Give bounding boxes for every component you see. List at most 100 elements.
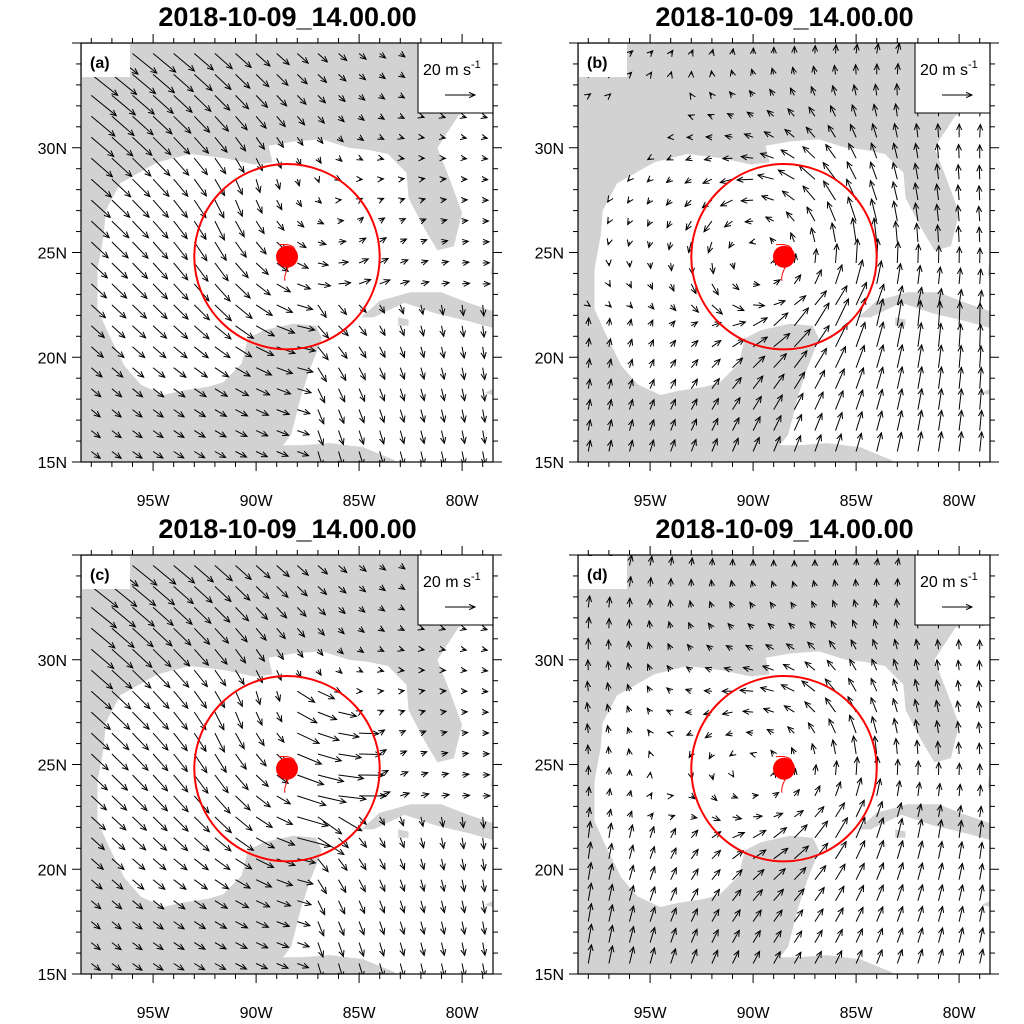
wind-vector (462, 158, 466, 159)
wind-vector (255, 627, 266, 640)
wind-vector (317, 451, 323, 462)
wind-vector (421, 628, 424, 629)
reference-vector-exponent: -1 (471, 59, 481, 71)
wind-vector (761, 153, 774, 159)
wind-vector (111, 648, 133, 668)
wind-vector (152, 627, 172, 646)
wind-vector (732, 304, 744, 311)
storm-circle (690, 162, 878, 351)
panel-c: 2018-10-09_14.00.00 (c) 20 m s-1 30N 25N 20N… (0, 512, 512, 1024)
wind-vector (896, 863, 903, 880)
wind-vector (318, 158, 321, 163)
wind-vector (235, 367, 251, 376)
wind-vector (152, 607, 173, 625)
wind-vector (483, 137, 488, 138)
wind-vector (670, 600, 671, 608)
wind-vector (980, 928, 983, 943)
wind-vector (276, 900, 291, 906)
wind-vector (255, 346, 274, 356)
wind-vector (173, 53, 195, 72)
wind-vector (111, 241, 128, 258)
wind-vector (826, 698, 836, 713)
wind-vector (235, 586, 250, 600)
wind-vector (358, 238, 366, 242)
wind-vector (132, 346, 145, 358)
wind-vector (111, 900, 122, 909)
wind-vector (711, 71, 712, 74)
wind-vector (793, 394, 803, 410)
wind-vector (132, 262, 148, 278)
wind-vector (338, 95, 346, 101)
wind-vector (421, 388, 424, 401)
wind-vector (650, 847, 654, 859)
wind-vector (588, 400, 590, 410)
x-tick-label: 85W (343, 1005, 377, 1022)
wind-vector (980, 269, 981, 284)
wind-vector (359, 116, 364, 120)
wind-vector (462, 221, 468, 222)
wind-vector (296, 137, 303, 145)
wind-vector (747, 732, 754, 733)
wind-vector (442, 409, 445, 422)
wind-vector (173, 304, 188, 319)
wind-vector (193, 690, 206, 708)
wind-vector (358, 858, 366, 870)
wind-vector (790, 88, 794, 96)
wind-vector (152, 451, 163, 459)
wind-vector (462, 816, 463, 828)
wind-vector (317, 95, 326, 102)
wind-vector (442, 837, 444, 849)
wind-vector (462, 963, 465, 974)
wind-vector (317, 879, 326, 894)
wind-vector (338, 367, 346, 381)
wind-vector (728, 114, 733, 117)
x-tick-label: 85W (840, 1005, 874, 1022)
land-region (981, 388, 990, 395)
wind-vector (400, 346, 404, 358)
wind-vector (483, 837, 484, 849)
wind-vector (90, 325, 104, 338)
wind-vector (214, 795, 230, 813)
wind-vector (608, 200, 609, 202)
wind-vector (132, 430, 143, 438)
wind-vector (276, 220, 284, 230)
wind-vector (773, 848, 788, 860)
wind-vector (711, 304, 722, 314)
wind-vector (111, 753, 128, 770)
wind-vector (483, 409, 485, 423)
wind-vector (338, 775, 364, 778)
wind-vector (959, 784, 960, 796)
wind-vector (917, 367, 922, 389)
wind-vector (400, 963, 404, 974)
wind-vector (400, 772, 408, 775)
wind-vector (338, 304, 347, 315)
wind-vector (835, 391, 844, 410)
wind-vector (980, 821, 982, 838)
y-tick-label: 25N (38, 758, 67, 775)
wind-vector (896, 345, 902, 368)
wind-vector (876, 818, 884, 838)
wind-vector (609, 864, 612, 880)
wind-vector (917, 841, 922, 859)
wind-vector (111, 879, 123, 889)
wind-vector (400, 586, 404, 589)
map-d: (d) 20 m s-1 30N 25N 20N 15N 95W 90W 85W 80W (535, 546, 999, 1022)
wind-vector (894, 719, 897, 734)
wind-vector (897, 558, 898, 566)
wind-vector (318, 670, 321, 675)
wind-vector (483, 628, 487, 629)
wind-vector (726, 646, 732, 650)
wind-vector (193, 607, 211, 623)
wind-vector (255, 115, 266, 128)
wind-vector (810, 622, 815, 629)
wind-vector (753, 795, 758, 796)
wind-vector (173, 409, 184, 417)
wind-vector (872, 717, 878, 734)
wind-vector (588, 945, 591, 964)
wind-vector (400, 260, 408, 263)
wind-vector (871, 679, 878, 692)
wind-vector (317, 858, 328, 872)
x-tick-label: 80W (943, 1005, 977, 1022)
wind-vector (90, 304, 105, 318)
wind-vector (379, 280, 390, 284)
